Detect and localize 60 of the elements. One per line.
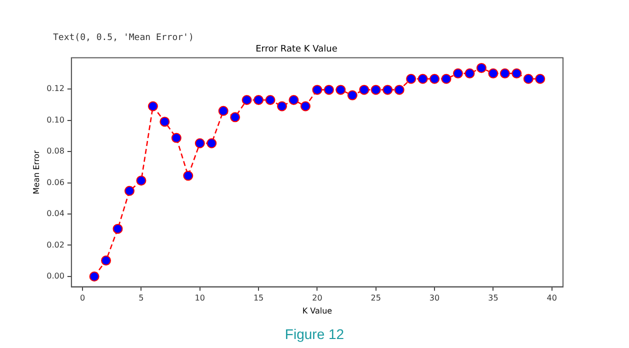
point (418, 74, 428, 84)
x-tick-label: 20 (312, 294, 322, 303)
point (183, 170, 194, 181)
caption: Figure 12 (284, 326, 346, 342)
y-tick-label: 0.02 (46, 240, 64, 250)
point (347, 90, 358, 100)
x-tick-label: 10 (194, 294, 205, 303)
point (171, 132, 182, 143)
y-tick-label: 0.06 (46, 178, 64, 187)
y-tick-label: 0.12 (46, 84, 64, 94)
point (441, 74, 452, 84)
point (89, 271, 100, 282)
chart-title: Error Rate K Value (256, 44, 338, 55)
y-tick-label: 0.10 (46, 115, 64, 124)
point (194, 138, 205, 148)
point (312, 84, 322, 95)
point (464, 68, 475, 78)
x-tick-label: 40 (546, 294, 557, 303)
y-tick-label: 0.04 (46, 209, 64, 218)
point (148, 101, 158, 112)
point (476, 62, 486, 73)
point (136, 176, 146, 186)
point (300, 101, 310, 112)
point (218, 106, 228, 116)
point (242, 94, 252, 105)
point (254, 94, 264, 105)
text: Text(0, 0.5, 'Mean Error') (53, 33, 194, 43)
x-tick-label: 0 (80, 294, 86, 303)
point (370, 84, 381, 95)
point (382, 84, 393, 95)
x-tick-label: 25 (370, 294, 381, 303)
point (324, 84, 334, 95)
point (101, 256, 112, 266)
point (288, 94, 299, 105)
point (230, 112, 240, 122)
point (523, 74, 534, 84)
point (430, 74, 440, 84)
point (535, 74, 546, 84)
point (452, 68, 463, 78)
point (277, 101, 288, 112)
point (512, 68, 522, 78)
point (394, 84, 404, 95)
x-tick-label: 5 (138, 294, 144, 303)
point (160, 116, 170, 127)
x-tick-label: 15 (253, 294, 264, 303)
point (112, 224, 123, 234)
point (359, 84, 370, 95)
point (206, 138, 217, 148)
y-tick-label: 0.08 (46, 146, 64, 156)
x-axis-title: K Value (302, 306, 332, 316)
point (124, 186, 134, 196)
point (500, 68, 510, 78)
point (265, 94, 276, 105)
y-axis-title: Mean Error (32, 150, 41, 194)
point (336, 84, 346, 95)
point (406, 74, 416, 84)
x-tick-label: 30 (429, 294, 440, 303)
x-tick-label: 35 (488, 294, 498, 303)
point (488, 68, 498, 78)
y-tick-label: 0.00 (46, 272, 64, 281)
